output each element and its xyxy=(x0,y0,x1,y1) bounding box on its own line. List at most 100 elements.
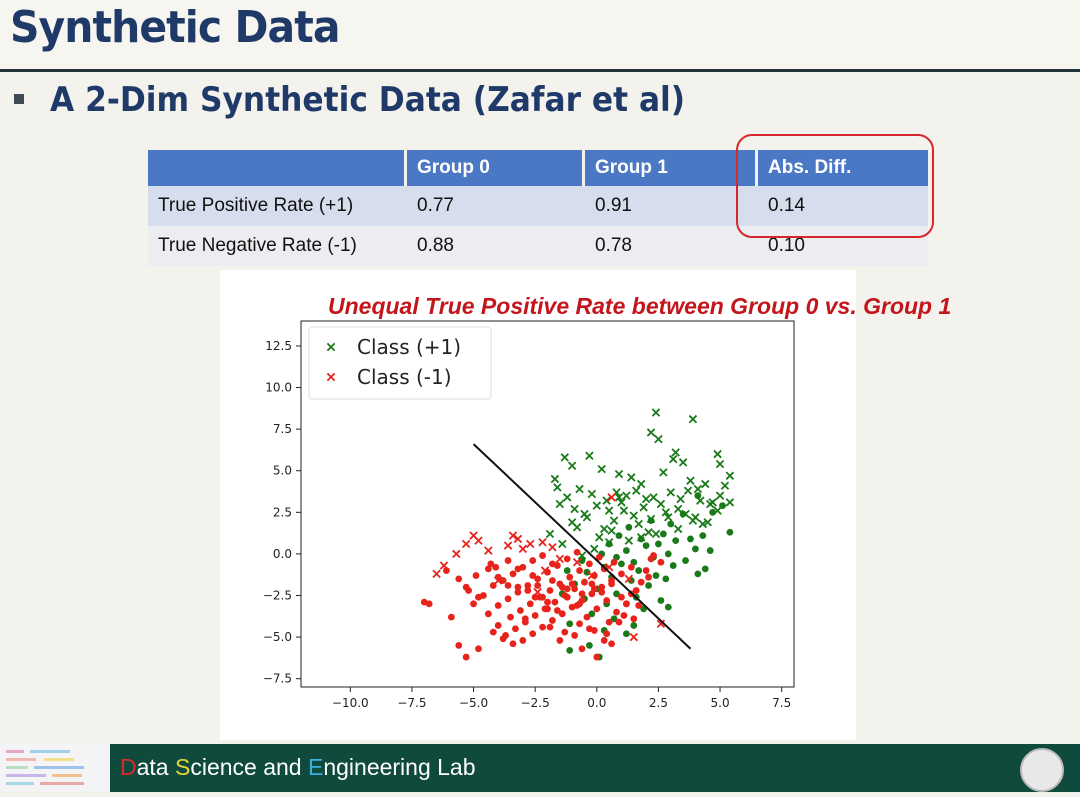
data-point-cross xyxy=(567,461,577,470)
data-point-cross xyxy=(664,513,673,522)
data-point-cross xyxy=(599,524,609,534)
data-point-cross xyxy=(614,469,624,479)
data-point-dot xyxy=(642,542,650,549)
legend-box xyxy=(308,326,492,400)
data-point-dot xyxy=(610,615,618,623)
data-point-cross xyxy=(550,474,560,484)
data-point-dot xyxy=(694,492,702,500)
data-point-dot xyxy=(586,625,593,633)
data-point-dot xyxy=(489,582,497,589)
x-tick-label: 5.0 xyxy=(711,696,730,710)
title-band xyxy=(0,0,1080,70)
table-cell: 0.14 xyxy=(756,186,928,226)
data-point-dot xyxy=(531,612,539,619)
decision-boundary-line xyxy=(472,443,692,650)
data-point-dot xyxy=(561,628,569,636)
data-point-dot xyxy=(494,622,502,629)
data-point-cross xyxy=(627,473,636,482)
data-point-dot xyxy=(610,558,618,566)
data-point-dot xyxy=(499,635,507,643)
data-point-dot xyxy=(659,530,667,538)
data-point-dot xyxy=(514,588,522,596)
data-point-cross xyxy=(688,414,698,424)
data-point-cross xyxy=(678,458,688,467)
y-tick-label: −2.5 xyxy=(263,589,292,603)
data-point-dot xyxy=(664,550,672,558)
lab-logo-icon xyxy=(6,750,84,785)
table-header-cell: Group 1 xyxy=(583,150,758,186)
data-point-cross xyxy=(641,494,651,504)
data-point-dot xyxy=(657,597,665,604)
data-point-dot xyxy=(593,605,601,613)
title-divider xyxy=(0,69,1080,72)
data-point-cross xyxy=(644,528,653,537)
data-point-cross xyxy=(649,493,658,502)
data-point-dot xyxy=(635,567,643,574)
data-point-dot xyxy=(514,583,522,591)
data-point-dot xyxy=(625,523,633,531)
scatter-chart: −10.0 −7.5 −5.0 −2.5 0.0 2.5 5.0 7.5 −7.5 −5.0 −2.… xyxy=(263,320,795,710)
data-point-dot xyxy=(563,593,571,601)
data-point-dot xyxy=(598,588,606,596)
x-tick-label: 7.5 xyxy=(772,696,791,710)
data-point-dot xyxy=(504,582,512,589)
data-point-dot xyxy=(588,610,596,618)
data-point-dot xyxy=(701,565,709,573)
slide-subtitle: A 2-Dim Synthetic Data (Zafar et al) xyxy=(50,80,686,120)
data-point-dot xyxy=(679,510,687,518)
lab-name-letter-s: S xyxy=(175,754,191,780)
table-cell: 0.77 xyxy=(405,186,584,226)
y-tick-label: 10.0 xyxy=(265,381,292,395)
data-point-dot xyxy=(590,585,598,593)
annotation-text: Unequal True Positive Rate between Group… xyxy=(328,293,952,319)
data-point-dot xyxy=(443,567,450,574)
lab-name-letter-e: E xyxy=(307,754,324,780)
y-tick-label: 2.5 xyxy=(273,505,292,519)
data-point-dot xyxy=(512,625,519,633)
data-point-cross xyxy=(668,454,678,464)
y-tick-label: 0.0 xyxy=(273,547,292,561)
data-point-dot xyxy=(425,600,433,608)
data-point-cross xyxy=(508,531,518,540)
data-point-dot xyxy=(652,572,660,579)
data-point-dot xyxy=(613,590,620,598)
data-point-dot xyxy=(632,587,640,594)
data-point-dot xyxy=(699,532,707,540)
data-point-dot xyxy=(635,602,643,609)
data-point-dot xyxy=(687,535,694,543)
data-point-dot xyxy=(600,637,608,644)
data-point-cross xyxy=(661,508,671,517)
x-tick-label: 0.0 xyxy=(587,696,606,710)
data-point-cross xyxy=(461,539,471,549)
data-point-dot xyxy=(583,568,591,576)
data-point-dot xyxy=(576,620,583,628)
data-point-cross xyxy=(725,471,735,480)
data-point-cross xyxy=(607,493,616,502)
data-point-dot xyxy=(578,590,586,598)
data-point-cross xyxy=(503,541,513,550)
y-tick-label: 5.0 xyxy=(273,464,292,478)
legend-marker xyxy=(326,372,336,382)
data-point-dot xyxy=(647,517,655,525)
data-point-dot xyxy=(499,577,507,584)
data-point-dot xyxy=(586,642,593,649)
data-point-dot xyxy=(709,508,717,516)
data-point-cross xyxy=(703,518,712,527)
data-point-dot xyxy=(627,563,635,571)
data-point-dot xyxy=(544,568,551,576)
data-point-dot xyxy=(694,570,702,578)
data-point-dot xyxy=(576,567,583,574)
data-point-dot xyxy=(613,608,620,616)
data-point-dot xyxy=(524,587,532,594)
data-point-cross xyxy=(705,499,715,509)
data-point-cross xyxy=(720,481,730,490)
data-point-dot xyxy=(618,560,625,568)
data-point-dot xyxy=(667,520,675,528)
data-point-dot xyxy=(504,595,512,603)
data-point-dot xyxy=(447,613,455,621)
table-cell: 0.78 xyxy=(583,226,757,266)
table-cell: 0.88 xyxy=(405,226,584,266)
data-point-cross xyxy=(575,484,584,494)
lab-name: Data Science and Engineering Lab xyxy=(120,754,476,781)
table-header-cell: Abs. Diff. xyxy=(756,150,928,186)
